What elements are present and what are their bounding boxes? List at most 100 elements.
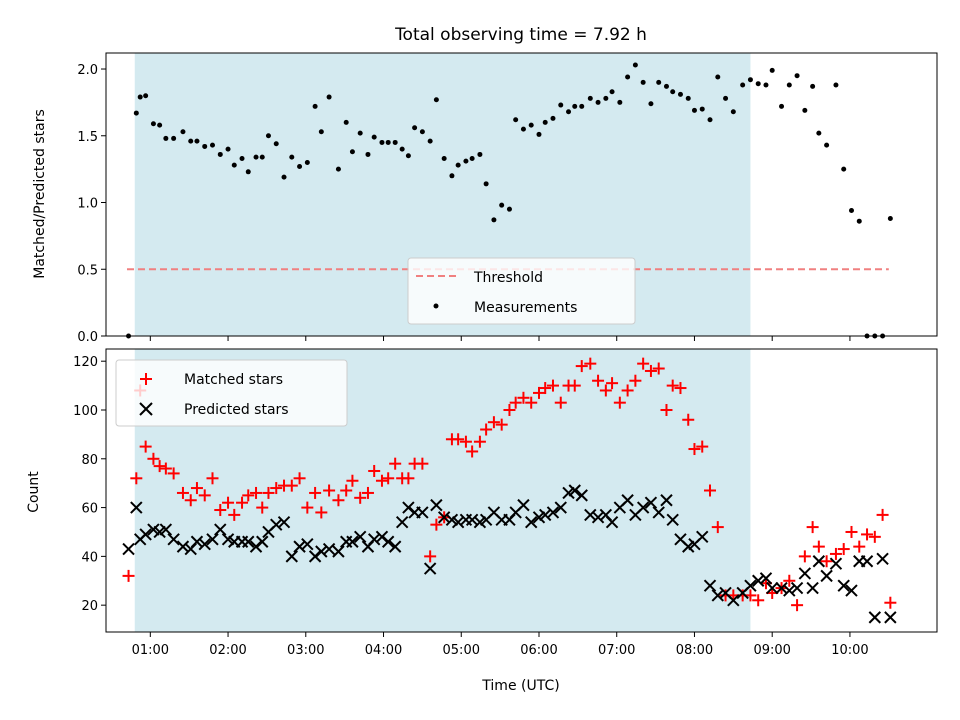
matched-star-point [473,435,486,448]
measurement-point [609,89,615,95]
matched-star-point [696,440,709,453]
measurement-point [469,155,475,161]
measurement-point [685,95,691,101]
matched-star-point [752,594,765,607]
matched-star-point [301,501,314,514]
x-axis-label: Time (UTC) [481,678,559,694]
measurement-point [449,173,455,179]
measurement-point [707,117,713,123]
predicted-star-point [346,535,359,548]
measurement-point [617,99,623,105]
predicted-star-point [868,611,882,624]
measurement-point [150,121,156,127]
measurement-point [225,146,231,152]
matched-star-point [495,418,508,431]
matched-star-point [285,479,298,492]
predicted-star-point [703,579,717,592]
bottom-panel: 20 40 60 80 100 120 01:00 02:00 03:00 04:00 05:00… [26,348,938,658]
predicted-star-point [176,540,190,553]
measurement-point [566,109,572,115]
predicted-star-point [270,518,283,531]
matched-star-point [424,550,437,563]
matched-star-point [592,374,605,387]
bottom-legend: Matched stars Predicted stars [115,359,348,427]
matched-star-point [340,484,353,497]
measurement-point [558,102,564,108]
matched-star-point [346,474,359,487]
predicted-star-point [829,557,843,570]
predicted-star-point [423,562,437,575]
matched-star-point [599,384,612,397]
matched-star-point [853,540,866,553]
measurement-point [379,139,385,145]
chart-title: Total observing time = 7.92 h [394,25,647,45]
matched-star-point [652,362,665,375]
matched-star-point [250,486,263,499]
predicted-star-point [332,545,345,558]
matched-star-point [159,462,172,475]
matched-star-point [876,508,889,521]
measurement-point [625,74,631,80]
measurement-point [833,82,839,88]
measurement-point [157,122,163,128]
measurement-point [810,83,816,89]
measurement-point [663,83,669,89]
legend-threshold-label: Threshold [473,270,543,286]
matched-star-point [466,445,479,458]
matched-star-point [868,530,881,543]
measurement-point [259,154,265,160]
measurement-point [455,162,461,168]
top-panel: 0.00.51.01.52.0 Matched/Predicted stars … [32,52,938,345]
predicted-star-point [765,581,779,595]
predicted-star-point [206,533,219,546]
predicted-star-point [806,581,819,595]
matched-star-point [242,489,255,502]
measurement-point [289,154,295,160]
measurement-point [281,174,287,180]
measurement-point [349,149,355,155]
measurement-point [477,151,483,157]
measurement-point [188,138,194,144]
predicted-star-point [122,542,135,556]
matched-star-point [584,357,597,370]
predicted-star-point [860,555,874,568]
measurement-point [506,206,512,212]
matched-star-point [293,472,306,485]
matched-star-point [845,525,858,538]
predicted-star-point [167,533,180,546]
measurement-point [231,162,237,168]
measurement-point [536,131,542,137]
matched-star-point [214,504,227,517]
matched-star-point [430,518,443,531]
measurement-point [841,166,847,172]
predicted-star-point [876,552,889,566]
measurement-point [691,107,697,113]
predicted-star-point [159,523,173,536]
measurement-point [699,106,705,112]
matched-star-point [621,384,634,397]
measurement-point [335,166,341,172]
measurement-point [513,117,519,123]
matched-star-point [416,457,429,470]
x-tick-label: 10:00 [831,643,868,658]
predicted-star-point [820,569,833,583]
predicted-star-point [395,516,409,529]
matched-star-point [546,379,559,392]
measurement-point [730,109,736,115]
measurement-point [740,82,746,88]
measurement-point [312,103,318,109]
measurement-point [265,133,271,139]
predicted-star-point [381,535,395,548]
matched-star-point [783,574,796,587]
predicted-star-point [546,506,560,519]
predicted-star-point [575,489,588,502]
matched-star-point [153,460,166,473]
matched-star-point [480,423,493,436]
matched-star-point [315,506,328,519]
measurement-point [297,163,303,169]
predicted-star-point [644,496,658,509]
matched-star-point [704,484,717,497]
measurement-point [217,151,223,157]
predicted-star-point [277,516,291,529]
